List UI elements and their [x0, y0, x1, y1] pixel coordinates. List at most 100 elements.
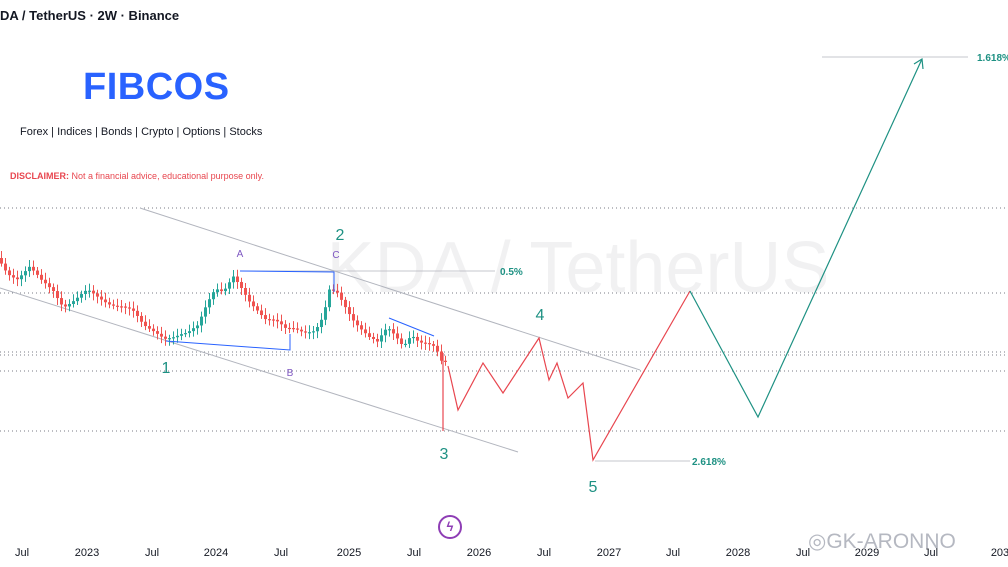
candle-body	[48, 283, 51, 288]
candle-body	[364, 329, 367, 334]
candle-body	[136, 310, 139, 316]
candle-body	[60, 298, 63, 305]
candle-body	[148, 326, 151, 329]
channel-lower-line	[0, 287, 519, 453]
time-axis-tick: Jul	[15, 547, 29, 559]
candle-body	[128, 307, 131, 309]
candlestick-series	[0, 251, 447, 366]
fib-label-2-618: 2.618%	[692, 457, 726, 468]
candle-body	[320, 319, 323, 328]
candle-body	[284, 324, 287, 328]
wave-label-2: 2	[336, 227, 345, 244]
candle-body	[352, 314, 355, 321]
time-axis-tick: Jul	[924, 547, 938, 559]
wave-label-4: 4	[536, 307, 545, 324]
candle-body	[396, 333, 399, 339]
candle-body	[88, 290, 91, 292]
candle-body	[108, 302, 111, 305]
candle-body	[20, 275, 23, 280]
candle-body	[124, 306, 127, 308]
candle-body	[244, 288, 247, 295]
candle-body	[288, 327, 291, 330]
candle-body	[300, 329, 303, 332]
candle-body	[36, 270, 39, 275]
corrective-label-b: B	[287, 368, 294, 379]
candle-body	[228, 282, 231, 289]
flag-upper-trendline	[388, 317, 435, 337]
symbol-header[interactable]: DA / TetherUS · 2W · Binance	[0, 8, 180, 23]
candle-body	[188, 331, 191, 334]
time-axis-tick: 2029	[855, 547, 879, 559]
time-axis-tick: Jul	[145, 547, 159, 559]
candle-body	[184, 333, 187, 335]
candle-body	[392, 329, 395, 334]
candle-body	[96, 293, 99, 297]
candle-body	[172, 337, 175, 339]
candle-body	[360, 325, 363, 330]
candle-body	[224, 288, 227, 292]
disclaimer-text: DISCLAIMER: Not a financial advice, educ…	[10, 171, 264, 181]
candle-body	[16, 277, 19, 280]
candle-body	[376, 338, 379, 342]
candle-body	[120, 306, 123, 308]
candle-body	[32, 266, 35, 271]
candle-body	[208, 299, 211, 308]
candle-body	[40, 274, 43, 280]
candle-body	[336, 290, 339, 293]
fib-label-1-618: 1.618%	[977, 53, 1008, 64]
candle-body	[196, 325, 199, 329]
candle-body	[12, 275, 15, 278]
time-axis-tick: 2023	[75, 547, 99, 559]
candle-body	[412, 336, 415, 339]
candle-body	[68, 303, 71, 307]
candle-body	[232, 276, 235, 283]
candle-body	[272, 319, 275, 321]
candle-body	[296, 328, 299, 330]
time-axis-tick: Jul	[537, 547, 551, 559]
time-axis-tick: 2025	[337, 547, 361, 559]
lightning-bolt-icon[interactable]: ϟ	[438, 515, 462, 539]
candle-body	[132, 308, 135, 311]
candle-body	[44, 279, 47, 284]
abc-upper-trendline	[239, 270, 335, 292]
abc-lower-trendline	[165, 334, 291, 351]
candle-body	[240, 282, 243, 289]
candle-body	[440, 351, 443, 361]
candle-body	[4, 263, 7, 271]
corrective-label-c: C	[332, 250, 339, 261]
candle-body	[444, 360, 447, 362]
candle-body	[264, 315, 267, 320]
candle-body	[192, 328, 195, 332]
candle-body	[64, 304, 67, 307]
candle-body	[28, 266, 31, 272]
chart-watermark: KDA / TetherUS	[327, 228, 830, 308]
wave-projection-path	[442, 57, 924, 462]
candle-body	[316, 327, 319, 332]
candle-body	[140, 315, 143, 322]
candle-body	[76, 297, 79, 302]
candle-body	[100, 296, 103, 300]
candle-body	[252, 301, 255, 307]
candle-body	[220, 289, 223, 292]
candle-body	[52, 287, 55, 292]
candle-body	[380, 335, 383, 342]
projection-up-path	[689, 58, 923, 419]
candle-body	[292, 328, 295, 330]
candle-body	[404, 343, 407, 346]
candle-body	[368, 333, 371, 337]
candle-body	[164, 336, 167, 339]
candle-body	[416, 336, 419, 341]
channel-upper-line	[139, 207, 641, 371]
candle-body	[112, 304, 115, 306]
time-axis: Jul 2023 Jul 2024 Jul 2025 Jul 2026 Jul 2027 Jul 20…	[15, 547, 1008, 559]
candle-body	[308, 332, 311, 334]
candle-body	[384, 329, 387, 336]
author-credit: ◎GK-ARONNO	[808, 530, 956, 553]
candle-body	[24, 271, 27, 276]
pattern-trendlines	[165, 270, 435, 351]
candle-body	[372, 336, 375, 339]
candle-body	[116, 305, 119, 307]
candle-body	[92, 290, 95, 294]
time-axis-tick: Jul	[407, 547, 421, 559]
